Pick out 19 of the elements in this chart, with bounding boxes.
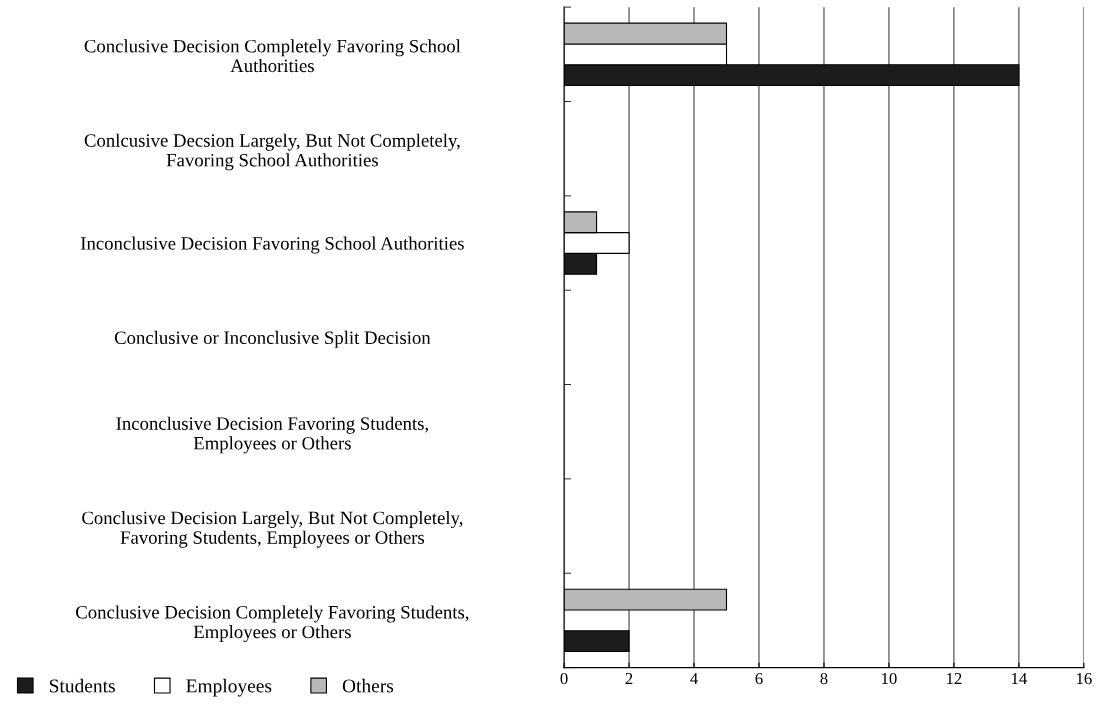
y-tick-label: Inconclusive Decision Favoring School Authorities bbox=[80, 236, 464, 254]
legend-label: Employees bbox=[186, 678, 272, 697]
x-tick-label: 0 bbox=[560, 672, 568, 685]
x-tick-label: 2 bbox=[625, 672, 633, 685]
y-tick-label: Conclusive Decision Completely Favoring Students, Employees or Others bbox=[76, 605, 469, 643]
x-tick-label: 10 bbox=[882, 672, 897, 685]
y-tick-label: Inconclusive Decision Favoring Students, Employees or Others bbox=[116, 416, 428, 454]
y-tick-label: Conclusive or Inconclusive Split Decision bbox=[114, 330, 431, 348]
y-tick-label: Conclusive Decision Completely Favoring School Authorities bbox=[84, 39, 461, 73]
x-tick-label: 14 bbox=[1012, 673, 1027, 685]
x-tick-label: 12 bbox=[947, 672, 962, 685]
legend-label: Others bbox=[342, 678, 394, 693]
y-tick-label: Conlcusive Decsion Largely, But Not Completely, Favoring School Authorities bbox=[84, 133, 460, 171]
legend-label: Students bbox=[49, 678, 115, 693]
x-tick-label: 6 bbox=[755, 672, 763, 685]
x-tick-label: 4 bbox=[690, 673, 698, 685]
y-tick-label: Conclusive Decision Largely, But Not Completely, Favoring Students, Employees or Others bbox=[82, 511, 463, 548]
x-tick-label: 16 bbox=[1077, 672, 1092, 685]
x-tick-label: 8 bbox=[820, 672, 828, 685]
